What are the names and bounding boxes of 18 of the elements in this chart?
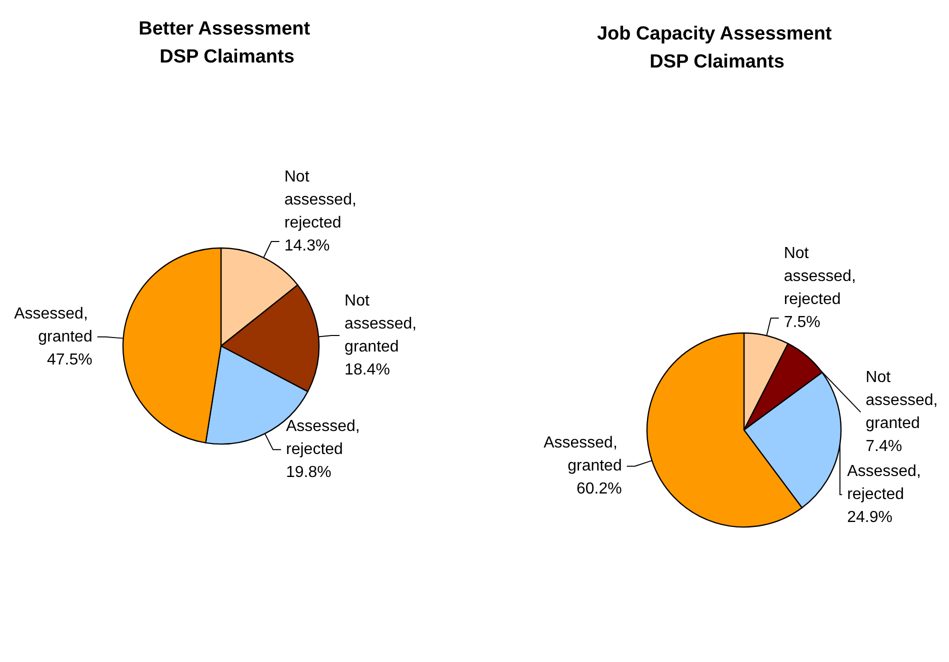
chart-title: Job Capacity Assessment DSP Claimants: [596, 24, 838, 72]
slice-label: Assessed, rejected: [286, 418, 364, 458]
data-label: 14.3%: [284, 238, 330, 255]
data-label: 7.5%: [784, 314, 820, 332]
slice-label: Assessed, rejected: [847, 463, 926, 504]
slice-label: Not assessed, granted: [866, 369, 942, 432]
slice-label: Not assessed, rejected: [784, 245, 860, 308]
chart-title: Better Assessment DSP Claimants: [138, 18, 316, 68]
data-label: 24.9%: [847, 509, 892, 526]
data-label: 7.4%: [866, 438, 902, 456]
slice-label: Assessed, granted: [544, 434, 622, 475]
data-label: 19.8%: [286, 464, 332, 482]
slice-label: Assessed, granted: [14, 305, 92, 346]
data-label: 60.2%: [576, 480, 622, 498]
slice-label: Not assessed, granted: [344, 292, 422, 356]
data-label: 47.5%: [46, 351, 92, 368]
slice-label: Not assessed, rejected: [284, 168, 361, 232]
data-label: 18.4%: [344, 362, 390, 379]
